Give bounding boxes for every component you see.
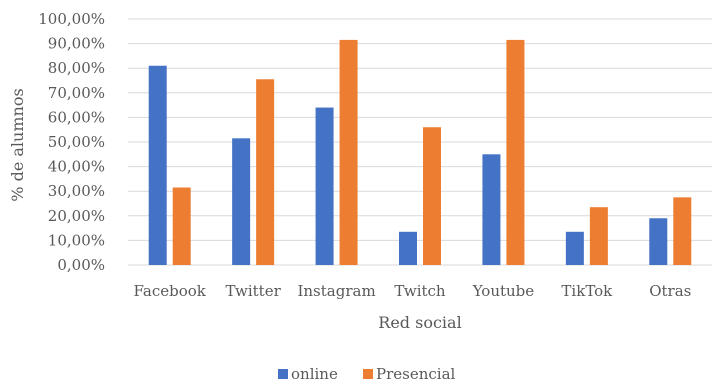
x-tick-label: Instagram <box>297 282 375 300</box>
bar-online-facebook <box>148 65 167 266</box>
bar-presencial-youtube <box>506 39 525 265</box>
y-axis-title: % de alumnos <box>8 88 27 201</box>
gridlines <box>128 18 712 266</box>
bar-online-tiktok <box>565 231 584 265</box>
x-tick-label: Otras <box>649 282 691 300</box>
bar-presencial-tiktok <box>589 207 608 265</box>
y-tick-label: 80,00% <box>48 59 105 77</box>
legend-label-presencial: Presencial <box>376 365 456 383</box>
bar-presencial-twitter <box>256 79 275 266</box>
bar-online-instagram <box>315 107 334 265</box>
legend-swatch-online <box>278 369 288 379</box>
legend-swatch-presencial <box>363 369 373 379</box>
bar-online-twitch <box>399 231 417 265</box>
x-tick-label: Facebook <box>134 282 207 300</box>
y-tick-label: 60,00% <box>48 108 105 126</box>
x-tick-label: Twitch <box>394 282 446 300</box>
x-axis-title: Red social <box>378 313 461 332</box>
legend-label-online: online <box>291 365 338 383</box>
bar-presencial-twitch <box>423 127 441 266</box>
y-tick-label: 50,00% <box>48 133 105 151</box>
bars <box>148 39 692 266</box>
x-tick-label: Youtube <box>472 282 535 300</box>
bar-presencial-otras <box>673 197 692 265</box>
y-tick-label: 100,00% <box>38 10 105 28</box>
bar-online-twitter <box>232 138 251 265</box>
legend: online Presencial <box>278 365 456 383</box>
y-tick-label: 40,00% <box>48 158 105 176</box>
y-axis-ticks: 0,00% 10,00% 20,00% 30,00% 40,00% 50,00% 60,00… <box>38 10 105 274</box>
y-tick-label: 10,00% <box>48 231 105 249</box>
y-tick-label: 30,00% <box>48 182 105 200</box>
bar-presencial-instagram <box>339 39 358 265</box>
x-tick-label: Twitter <box>226 282 282 300</box>
bar-online-youtube <box>482 154 501 265</box>
bar-online-otras <box>649 218 668 265</box>
y-tick-label: 70,00% <box>48 84 105 102</box>
x-tick-label: TikTok <box>561 282 613 300</box>
x-axis-ticks: Facebook Twitter Instagram Twitch Youtube Tik… <box>134 282 692 300</box>
y-tick-label: 90,00% <box>48 35 105 53</box>
y-tick-label: 20,00% <box>48 207 105 225</box>
y-tick-label: 0,00% <box>57 256 105 274</box>
bar-presencial-facebook <box>172 187 191 265</box>
